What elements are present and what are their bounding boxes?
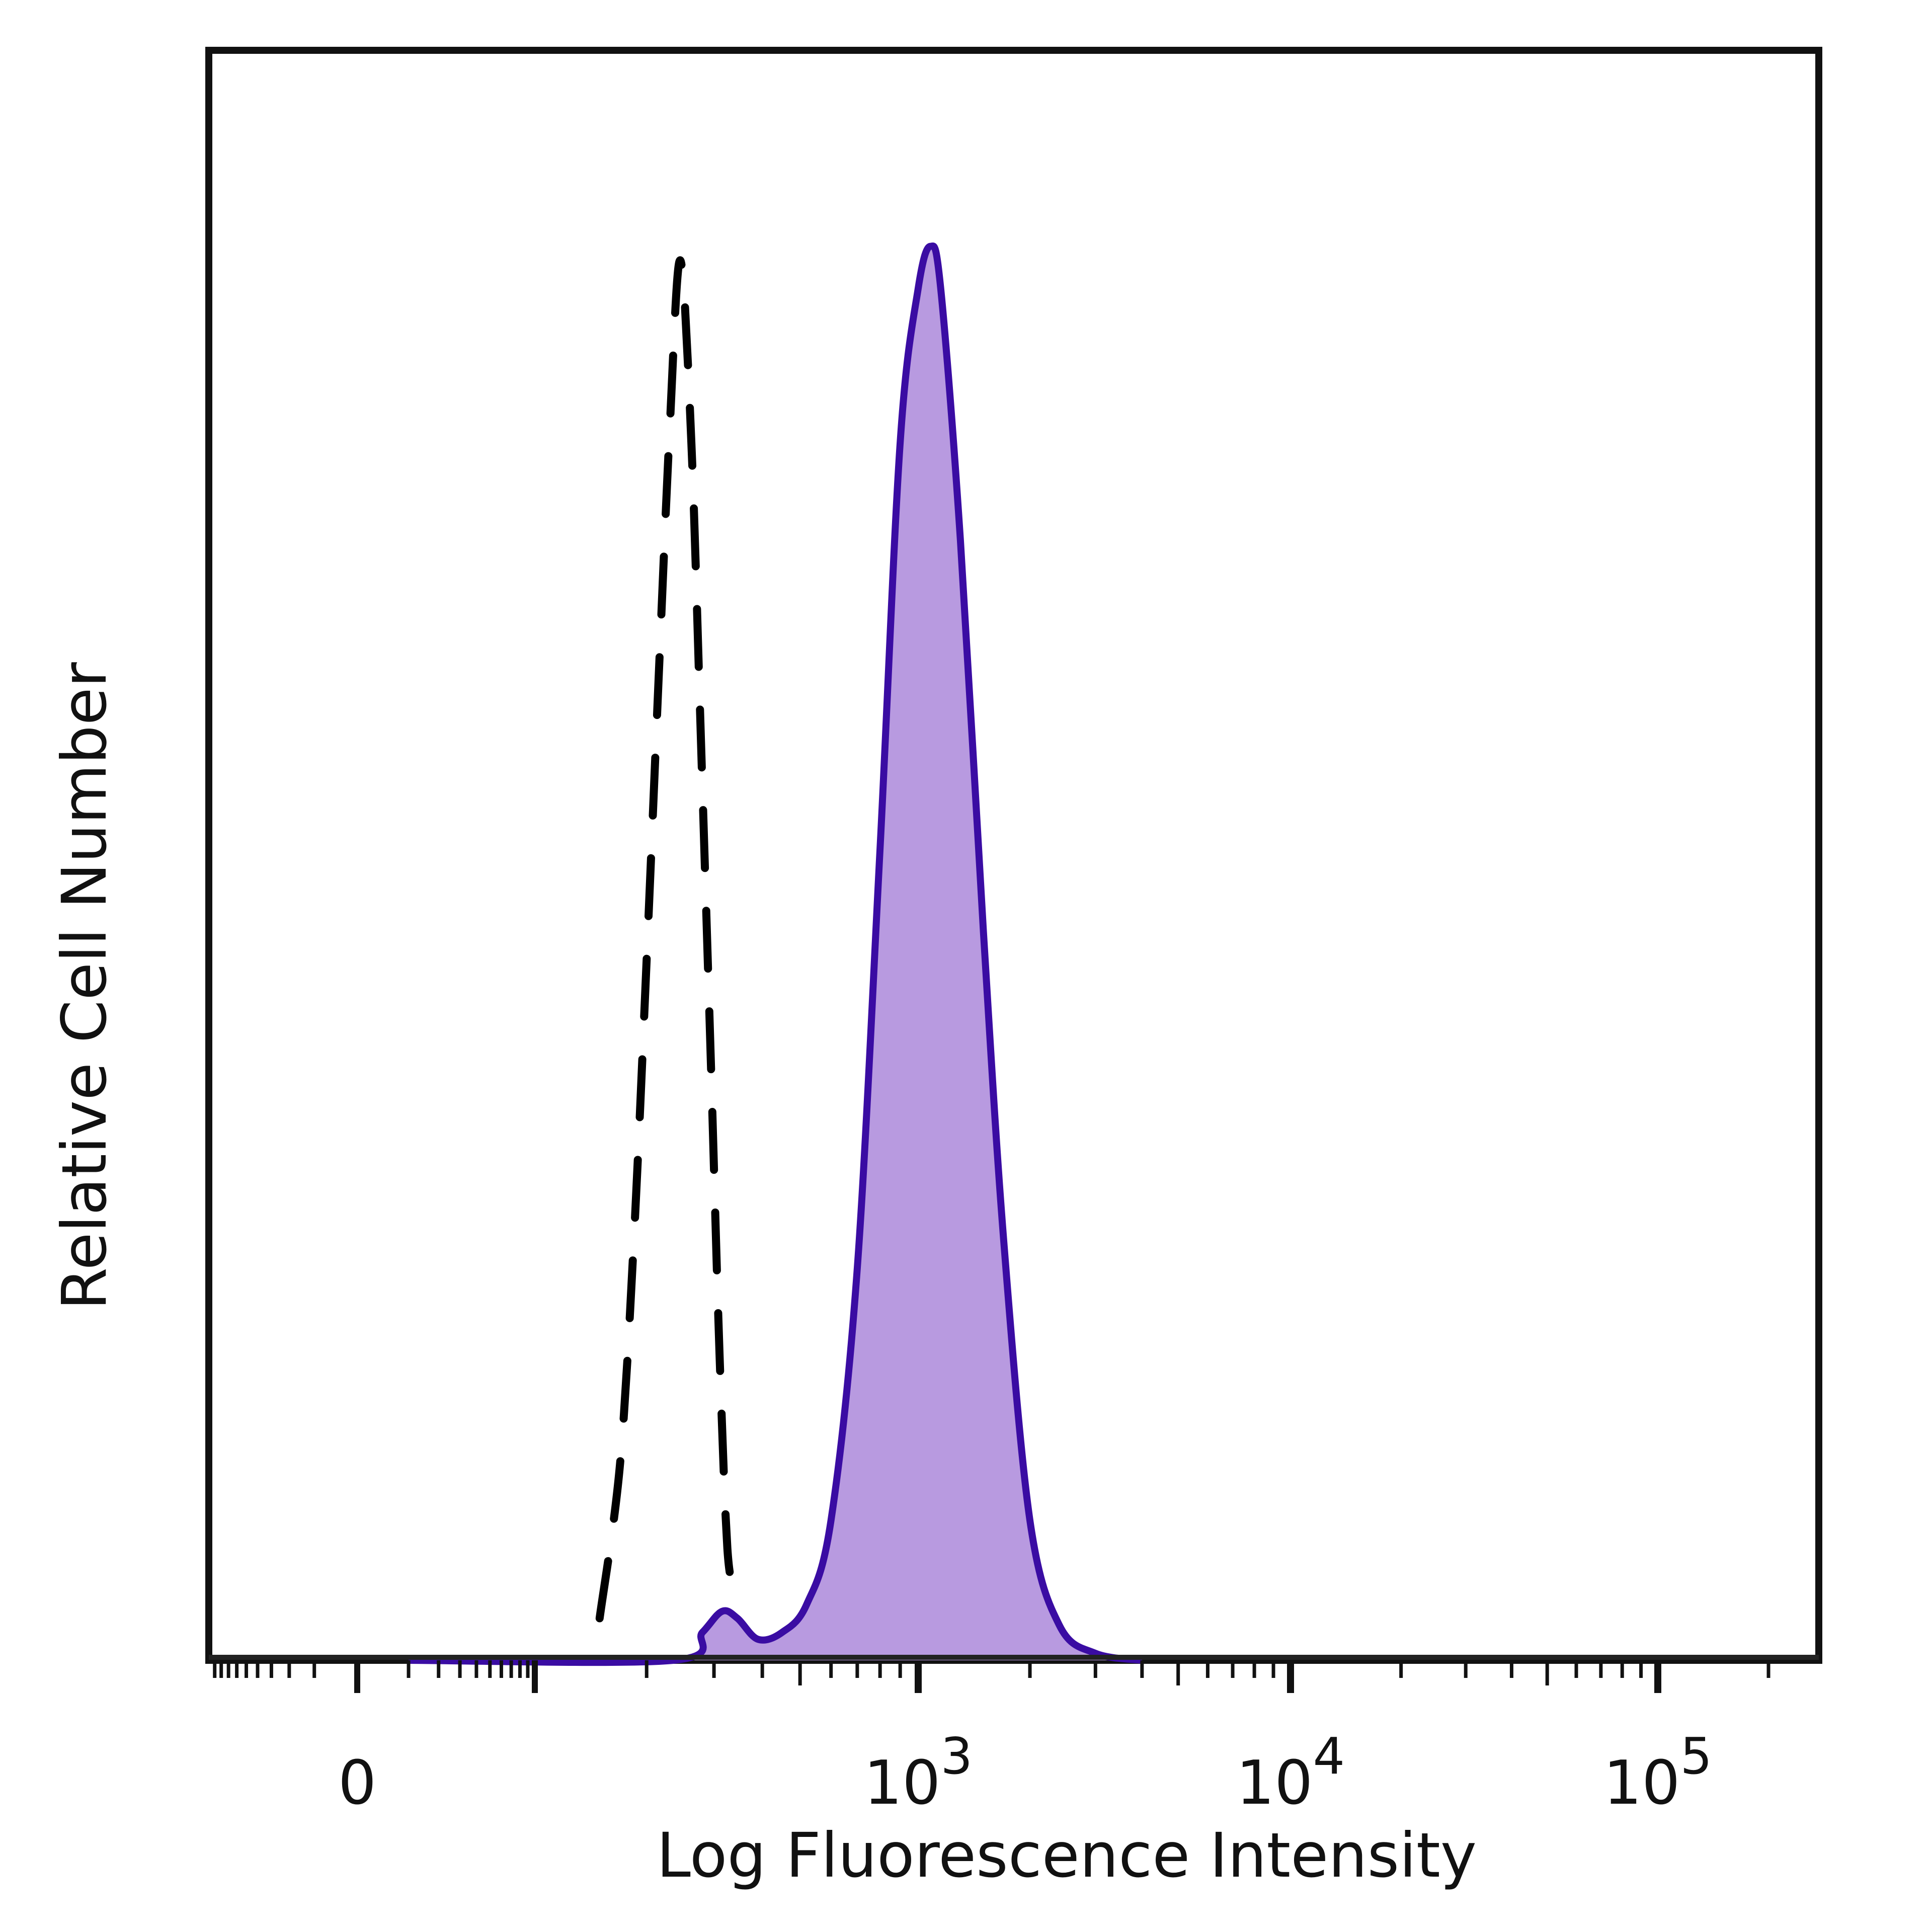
control-histogram-line <box>595 256 739 1623</box>
tick-exponent: 4 <box>1313 1727 1345 1786</box>
x-tick-label: 105 <box>1603 1727 1712 1818</box>
x-tick-label: 0 <box>338 1748 376 1818</box>
stained-histogram-line <box>408 242 1143 1666</box>
tick-exponent: 3 <box>941 1727 973 1786</box>
stained-histogram-fill <box>409 246 1142 1663</box>
x-axis-tick-labels: 0 103 104 105 <box>338 1727 1712 1818</box>
y-axis-label: Relative Cell Number <box>49 662 120 1310</box>
tick-exponent: 5 <box>1680 1727 1713 1786</box>
x-axis-label: Log Fluorescence Intensity <box>657 1820 1477 1891</box>
x-tick-label: 103 <box>864 1727 973 1818</box>
x-axis-ticks <box>213 1660 1770 1693</box>
x-tick-label: 104 <box>1236 1727 1345 1818</box>
